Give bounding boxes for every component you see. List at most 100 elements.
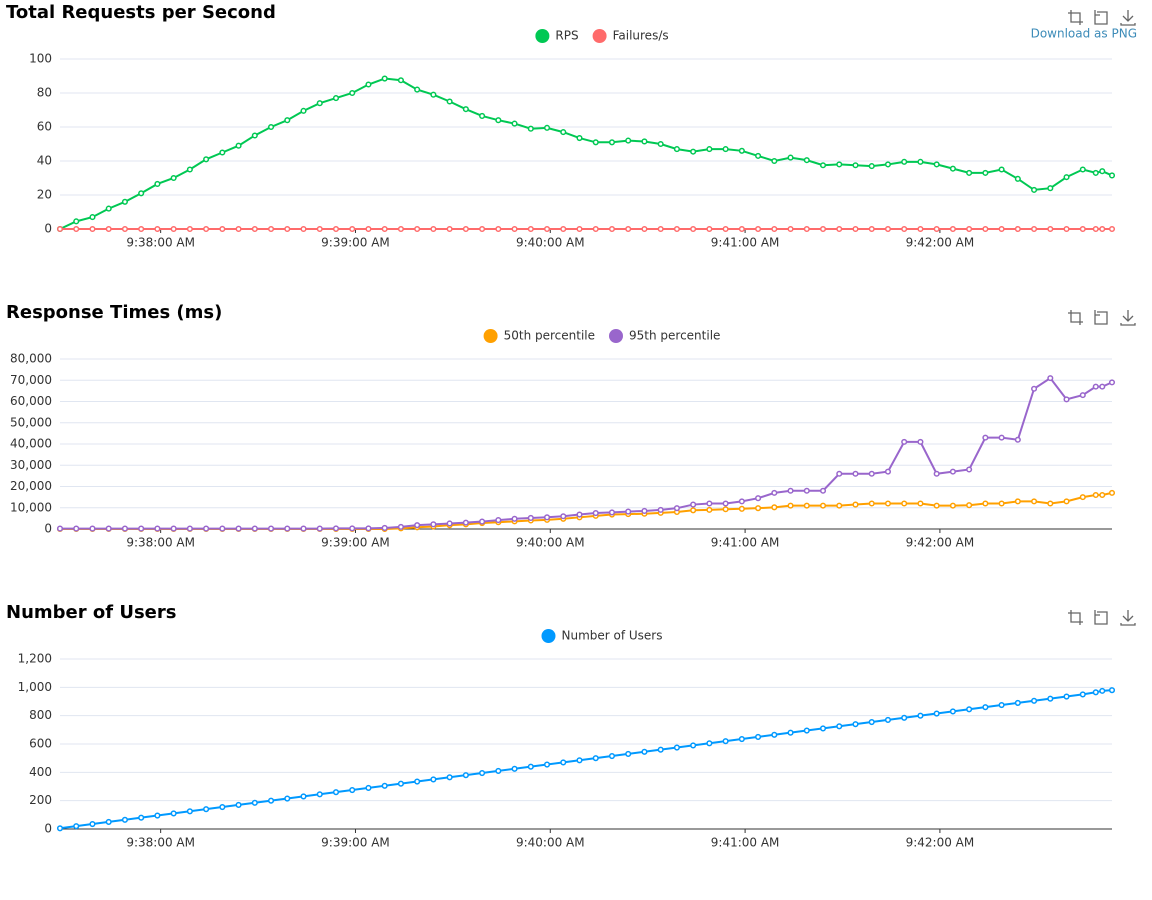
data-point [560,225,567,233]
data-point [1092,383,1099,390]
data-point [121,198,128,205]
data-point [852,470,859,477]
data-point [576,135,583,142]
x-tick-label: 9:42:00 AM [906,236,975,250]
data-point [933,502,940,509]
download-icon[interactable] [1120,310,1136,326]
zoom-icon[interactable] [1068,310,1083,325]
data-point [966,169,973,176]
data-point [332,95,340,102]
data-point [284,795,291,802]
data-point [89,820,96,828]
data-point [982,225,989,233]
y-tick-label: 80 [37,86,52,100]
data-point [235,225,242,233]
data-point [462,225,469,233]
data-point [998,434,1005,441]
data-point [803,157,810,164]
data-point [284,525,291,532]
data-point [1031,697,1038,704]
data-point [852,162,859,169]
data-point [267,123,275,131]
legend-label[interactable]: 95th percentile [629,329,720,343]
data-point [332,789,340,796]
legend-marker[interactable] [535,29,550,43]
data-point [690,148,697,155]
data-point [267,225,275,233]
data-point [154,812,161,819]
y-tick-label: 30,000 [10,458,52,472]
data-point [89,525,96,532]
data-point [836,502,843,509]
zoom-icon[interactable] [1068,10,1083,25]
data-point [414,86,421,93]
series-line [60,491,1113,530]
data-point [706,146,713,153]
data-point [1099,168,1106,175]
data-point [381,75,388,82]
legend-label[interactable]: RPS [555,29,578,43]
y-tick-label: 20 [37,188,52,202]
legend-label[interactable]: 50th percentile [504,329,595,343]
y-tick-label: 200 [29,793,52,807]
data-point [998,225,1005,233]
legend-label[interactable]: Failures/s [613,29,669,43]
data-point [592,510,599,517]
data-point [495,767,502,774]
data-point [657,225,664,233]
data-point [998,500,1005,507]
y-tick-label: 1,000 [18,680,52,694]
data-point [1014,225,1021,233]
data-point [1031,498,1038,505]
data-point [89,214,96,221]
data-point [1063,174,1070,181]
data-point [868,470,875,477]
data-point [430,776,437,783]
download-icon[interactable] [1120,10,1136,26]
data-point [56,225,64,233]
data-point [251,525,258,532]
data-point [1047,500,1054,507]
legend-marker[interactable] [541,629,556,643]
toolbox [1068,310,1136,326]
data-point [446,774,453,781]
data-point [560,513,567,520]
data-point [56,525,64,532]
data-point [608,225,616,233]
legend-marker[interactable] [609,329,623,343]
data-point [121,816,128,823]
data-point [56,825,64,832]
data-point [1092,169,1099,176]
data-point [657,746,664,753]
data-point [998,166,1005,173]
data-point [819,225,827,233]
data-point [73,225,80,233]
legend-marker[interactable] [483,329,498,343]
data-point [527,763,534,770]
reset-icon[interactable] [1094,310,1108,325]
data-point [933,225,940,233]
legend-label[interactable]: Number of Users [561,629,662,643]
download-icon[interactable] [1120,610,1136,626]
x-tick-label: 9:42:00 AM [906,836,975,850]
reset-icon[interactable] [1094,10,1108,25]
reset-icon[interactable] [1094,610,1108,625]
data-point [479,518,486,525]
data-point [527,125,534,132]
data-point [641,138,648,145]
data-point [608,509,616,516]
data-point [901,225,908,233]
legend-marker[interactable] [592,29,607,43]
data-point [511,225,518,233]
data-point [300,793,307,800]
data-point [267,525,275,532]
data-point [641,748,648,755]
data-point [1108,489,1116,496]
zoom-icon[interactable] [1068,610,1083,625]
data-point [349,786,356,794]
data-point [203,806,210,813]
data-point [787,487,794,494]
data-point [722,500,729,507]
data-point [300,525,307,532]
